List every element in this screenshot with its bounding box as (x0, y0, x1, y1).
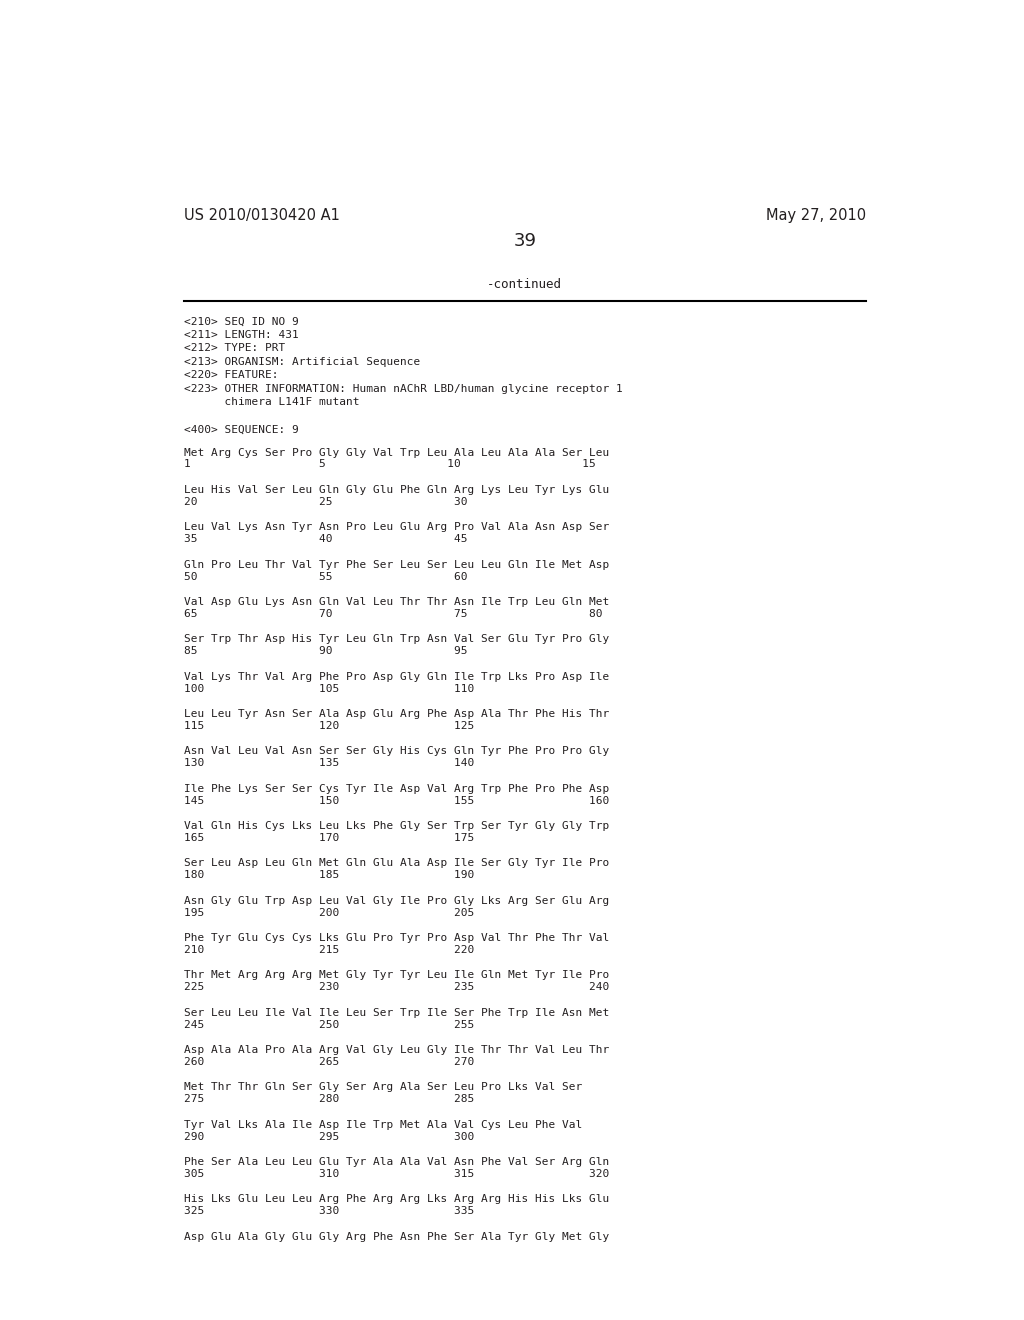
Text: -continued: -continued (487, 277, 562, 290)
Text: Val Gln His Cys Lks Leu Lks Phe Gly Ser Trp Ser Tyr Gly Gly Trp: Val Gln His Cys Lks Leu Lks Phe Gly Ser … (183, 821, 609, 832)
Text: 275                 280                 285: 275 280 285 (183, 1094, 474, 1105)
Text: His Lks Glu Leu Leu Arg Phe Arg Arg Lks Arg Arg His His Lks Glu: His Lks Glu Leu Leu Arg Phe Arg Arg Lks … (183, 1195, 609, 1204)
Text: 210                 215                 220: 210 215 220 (183, 945, 474, 954)
Text: 85                  90                  95: 85 90 95 (183, 647, 467, 656)
Text: 195                 200                 205: 195 200 205 (183, 908, 474, 917)
Text: Tyr Val Lks Ala Ile Asp Ile Trp Met Ala Val Cys Leu Phe Val: Tyr Val Lks Ala Ile Asp Ile Trp Met Ala … (183, 1119, 582, 1130)
Text: Met Thr Thr Gln Ser Gly Ser Arg Ala Ser Leu Pro Lks Val Ser: Met Thr Thr Gln Ser Gly Ser Arg Ala Ser … (183, 1082, 582, 1093)
Text: 145                 150                 155                 160: 145 150 155 160 (183, 796, 609, 805)
Text: Thr Met Arg Arg Arg Met Gly Tyr Tyr Leu Ile Gln Met Tyr Ile Pro: Thr Met Arg Arg Arg Met Gly Tyr Tyr Leu … (183, 970, 609, 981)
Text: 245                 250                 255: 245 250 255 (183, 1019, 474, 1030)
Text: 39: 39 (513, 231, 537, 249)
Text: 1                   5                  10                  15: 1 5 10 15 (183, 459, 596, 470)
Text: 35                  40                  45: 35 40 45 (183, 535, 467, 544)
Text: Gln Pro Leu Thr Val Tyr Phe Ser Leu Ser Leu Leu Gln Ile Met Asp: Gln Pro Leu Thr Val Tyr Phe Ser Leu Ser … (183, 560, 609, 569)
Text: 225                 230                 235                 240: 225 230 235 240 (183, 982, 609, 993)
Text: 305                 310                 315                 320: 305 310 315 320 (183, 1170, 609, 1179)
Text: 325                 330                 335: 325 330 335 (183, 1206, 474, 1216)
Text: Ser Leu Leu Ile Val Ile Leu Ser Trp Ile Ser Phe Trp Ile Asn Met: Ser Leu Leu Ile Val Ile Leu Ser Trp Ile … (183, 1007, 609, 1018)
Text: Val Asp Glu Lys Asn Gln Val Leu Thr Thr Asn Ile Trp Leu Gln Met: Val Asp Glu Lys Asn Gln Val Leu Thr Thr … (183, 597, 609, 607)
Text: Leu Val Lys Asn Tyr Asn Pro Leu Glu Arg Pro Val Ala Asn Asp Ser: Leu Val Lys Asn Tyr Asn Pro Leu Glu Arg … (183, 523, 609, 532)
Text: Ser Leu Asp Leu Gln Met Gln Glu Ala Asp Ile Ser Gly Tyr Ile Pro: Ser Leu Asp Leu Gln Met Gln Glu Ala Asp … (183, 858, 609, 869)
Text: <223> OTHER INFORMATION: Human nAChR LBD/human glycine receptor 1: <223> OTHER INFORMATION: Human nAChR LBD… (183, 384, 623, 393)
Text: 115                 120                 125: 115 120 125 (183, 721, 474, 731)
Text: Val Lys Thr Val Arg Phe Pro Asp Gly Gln Ile Trp Lks Pro Asp Ile: Val Lys Thr Val Arg Phe Pro Asp Gly Gln … (183, 672, 609, 681)
Text: 20                  25                  30: 20 25 30 (183, 496, 467, 507)
Text: US 2010/0130420 A1: US 2010/0130420 A1 (183, 209, 340, 223)
Text: <400> SEQUENCE: 9: <400> SEQUENCE: 9 (183, 425, 299, 434)
Text: 100                 105                 110: 100 105 110 (183, 684, 474, 693)
Text: Phe Ser Ala Leu Leu Glu Tyr Ala Ala Val Asn Phe Val Ser Arg Gln: Phe Ser Ala Leu Leu Glu Tyr Ala Ala Val … (183, 1158, 609, 1167)
Text: 50                  55                  60: 50 55 60 (183, 572, 467, 582)
Text: May 27, 2010: May 27, 2010 (766, 209, 866, 223)
Text: chimera L141F mutant: chimera L141F mutant (183, 397, 359, 407)
Text: <220> FEATURE:: <220> FEATURE: (183, 370, 279, 380)
Text: <211> LENGTH: 431: <211> LENGTH: 431 (183, 330, 299, 339)
Text: Met Arg Cys Ser Pro Gly Gly Val Trp Leu Ala Leu Ala Ala Ser Leu: Met Arg Cys Ser Pro Gly Gly Val Trp Leu … (183, 447, 609, 458)
Text: Asn Gly Glu Trp Asp Leu Val Gly Ile Pro Gly Lks Arg Ser Glu Arg: Asn Gly Glu Trp Asp Leu Val Gly Ile Pro … (183, 896, 609, 906)
Text: 65                  70                  75                  80: 65 70 75 80 (183, 609, 602, 619)
Text: Leu His Val Ser Leu Gln Gly Glu Phe Gln Arg Lys Leu Tyr Lys Glu: Leu His Val Ser Leu Gln Gly Glu Phe Gln … (183, 484, 609, 495)
Text: <210> SEQ ID NO 9: <210> SEQ ID NO 9 (183, 317, 299, 326)
Text: 165                 170                 175: 165 170 175 (183, 833, 474, 843)
Text: 260                 265                 270: 260 265 270 (183, 1057, 474, 1067)
Text: <212> TYPE: PRT: <212> TYPE: PRT (183, 343, 285, 354)
Text: 130                 135                 140: 130 135 140 (183, 758, 474, 768)
Text: Leu Leu Tyr Asn Ser Ala Asp Glu Arg Phe Asp Ala Thr Phe His Thr: Leu Leu Tyr Asn Ser Ala Asp Glu Arg Phe … (183, 709, 609, 719)
Text: 290                 295                 300: 290 295 300 (183, 1131, 474, 1142)
Text: Asn Val Leu Val Asn Ser Ser Gly His Cys Gln Tyr Phe Pro Pro Gly: Asn Val Leu Val Asn Ser Ser Gly His Cys … (183, 746, 609, 756)
Text: Ile Phe Lys Ser Ser Cys Tyr Ile Asp Val Arg Trp Phe Pro Phe Asp: Ile Phe Lys Ser Ser Cys Tyr Ile Asp Val … (183, 784, 609, 793)
Text: Asp Glu Ala Gly Glu Gly Arg Phe Asn Phe Ser Ala Tyr Gly Met Gly: Asp Glu Ala Gly Glu Gly Arg Phe Asn Phe … (183, 1232, 609, 1242)
Text: Asp Ala Ala Pro Ala Arg Val Gly Leu Gly Ile Thr Thr Val Leu Thr: Asp Ala Ala Pro Ala Arg Val Gly Leu Gly … (183, 1045, 609, 1055)
Text: Phe Tyr Glu Cys Cys Lks Glu Pro Tyr Pro Asp Val Thr Phe Thr Val: Phe Tyr Glu Cys Cys Lks Glu Pro Tyr Pro … (183, 933, 609, 942)
Text: Ser Trp Thr Asp His Tyr Leu Gln Trp Asn Val Ser Glu Tyr Pro Gly: Ser Trp Thr Asp His Tyr Leu Gln Trp Asn … (183, 635, 609, 644)
Text: <213> ORGANISM: Artificial Sequence: <213> ORGANISM: Artificial Sequence (183, 356, 420, 367)
Text: 180                 185                 190: 180 185 190 (183, 870, 474, 880)
